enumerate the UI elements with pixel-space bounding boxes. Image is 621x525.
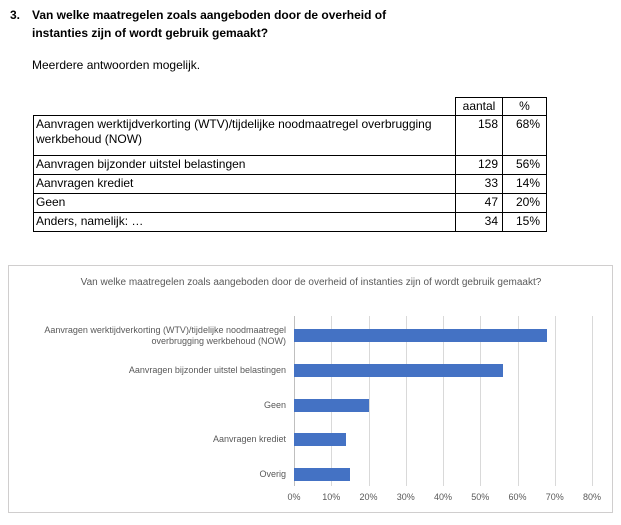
row-pct: 14% [502, 174, 547, 194]
row-label: Aanvragen werktijdverkorting (WTV)/tijde… [33, 115, 456, 156]
results-table: aantal % Aanvragen werktijdverkorting (W… [33, 97, 547, 232]
table-body: Aanvragen werktijdverkorting (WTV)/tijde… [33, 115, 547, 232]
question-subtext: Meerdere antwoorden mogelijk. [32, 58, 201, 72]
table-header-aantal: aantal [455, 97, 503, 116]
table-header-empty [34, 98, 456, 116]
x-axis-tick: 60% [508, 492, 527, 502]
row-pct: 20% [502, 193, 547, 213]
bar [294, 363, 503, 377]
x-axis-tick: 30% [396, 492, 415, 502]
gridline [368, 316, 370, 486]
row-aantal: 33 [455, 174, 503, 194]
category-label: Aanvragen krediet [212, 434, 286, 445]
category-label: Aanvragen bijzonder uitstel belastingen [128, 364, 286, 375]
x-axis-tick: 70% [545, 492, 564, 502]
x-axis-tick: 40% [433, 492, 452, 502]
row-pct: 56% [502, 155, 547, 175]
table-header-pct: % [502, 97, 547, 116]
gridline [443, 316, 444, 486]
row-label: Anders, namelijk: … [33, 212, 456, 232]
x-axis-tick: 80% [582, 492, 601, 502]
bar-chart: Van welke maatregelen zoals aangeboden d… [8, 265, 613, 513]
gridline [405, 316, 407, 486]
table-row: Aanvragen bijzonder uitstel belastingen 1… [33, 155, 547, 175]
bar [294, 433, 347, 447]
row-pct: 15% [502, 212, 547, 232]
row-pct: 68% [502, 115, 547, 156]
x-axis-tick: 0% [287, 492, 301, 502]
question-number: 3. [10, 8, 21, 22]
gridline [592, 316, 593, 486]
x-axis-tick: 20% [359, 492, 378, 502]
row-aantal: 129 [455, 155, 503, 175]
row-aantal: 47 [455, 193, 503, 213]
category-label: Aanvragen werktijdverkorting (WTV)/tijde… [44, 324, 286, 346]
gridline [517, 316, 519, 486]
row-aantal: 158 [455, 115, 503, 156]
table-row: Anders, namelijk: … 34 15% [33, 212, 547, 232]
category-label: Geen [263, 399, 286, 410]
table-header-row: aantal % [34, 97, 547, 116]
bar [294, 398, 369, 412]
category-label: Overig [259, 469, 286, 480]
gridline [554, 316, 556, 486]
row-label: Geen [33, 193, 456, 213]
bar [294, 468, 350, 482]
table-row: Geen 47 20% [33, 193, 547, 213]
table-row: Aanvragen krediet 33 14% [33, 174, 547, 194]
question-title: Van welke maatregelen zoals aangeboden d… [32, 8, 387, 40]
bar [294, 329, 548, 342]
x-axis-tick: 50% [471, 492, 490, 502]
chart-title: Van welke maatregelen zoals aangeboden d… [80, 277, 542, 288]
gridline [480, 316, 482, 486]
row-label: Aanvragen krediet [33, 174, 456, 194]
table-row: Aanvragen werktijdverkorting (WTV)/tijde… [33, 115, 547, 156]
row-label: Aanvragen bijzonder uitstel belastingen [33, 155, 456, 175]
x-axis-tick: 10% [322, 492, 341, 502]
row-aantal: 34 [455, 212, 503, 232]
